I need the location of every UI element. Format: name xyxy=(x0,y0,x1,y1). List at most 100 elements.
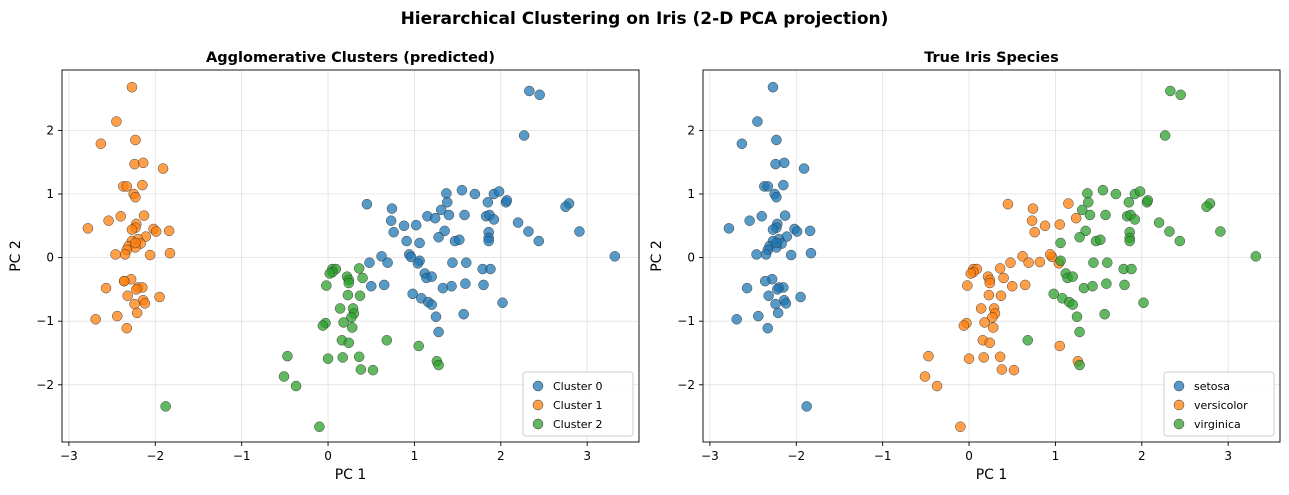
data-point xyxy=(751,249,762,260)
x-tick-label: 3 xyxy=(583,449,591,463)
legend-marker xyxy=(1173,380,1185,392)
data-point xyxy=(131,284,142,295)
data-point xyxy=(762,322,774,334)
data-point xyxy=(931,380,943,392)
x-axis-label: PC 1 xyxy=(976,467,1008,483)
data-point xyxy=(978,352,989,363)
data-point xyxy=(770,158,781,170)
data-point xyxy=(958,320,970,331)
data-point xyxy=(1055,255,1066,267)
data-point xyxy=(357,272,368,284)
data-point xyxy=(412,258,424,269)
data-point xyxy=(343,337,355,349)
data-point xyxy=(459,209,470,221)
data-point xyxy=(131,307,143,319)
data-point xyxy=(1039,220,1051,232)
data-point xyxy=(317,320,329,331)
data-point xyxy=(1084,209,1096,221)
data-point xyxy=(290,380,302,392)
data-point xyxy=(1026,215,1038,226)
data-point xyxy=(361,198,373,210)
data-point xyxy=(1054,340,1065,352)
data-point xyxy=(446,280,457,292)
data-point xyxy=(983,289,995,301)
data-point xyxy=(483,235,494,247)
y-tick-label: −1 xyxy=(677,314,695,328)
data-point xyxy=(163,225,175,237)
series-setosa xyxy=(723,81,817,412)
data-point xyxy=(767,81,779,93)
data-point xyxy=(433,359,444,371)
data-point xyxy=(1175,89,1186,101)
x-tick-label: 1 xyxy=(411,449,419,463)
data-point xyxy=(1153,217,1165,228)
data-point xyxy=(164,247,176,259)
data-point xyxy=(1067,299,1078,310)
data-point xyxy=(741,282,753,294)
data-point xyxy=(426,299,437,310)
data-point xyxy=(342,289,354,301)
data-point xyxy=(1070,212,1082,224)
x-tick-label: 3 xyxy=(1224,449,1232,463)
data-point xyxy=(346,322,358,333)
data-point xyxy=(1129,214,1141,225)
data-point xyxy=(512,217,524,228)
data-point xyxy=(1201,201,1212,212)
data-point xyxy=(1110,188,1122,200)
data-point xyxy=(426,271,437,282)
x-tick-label: −2 xyxy=(146,449,164,463)
y-tick-label: −2 xyxy=(36,378,54,392)
data-point xyxy=(460,257,472,268)
data-point xyxy=(129,158,140,170)
data-point xyxy=(414,237,425,249)
data-point xyxy=(365,280,377,292)
data-point xyxy=(121,181,133,192)
data-point xyxy=(355,364,367,375)
data-point xyxy=(157,163,169,174)
data-point xyxy=(1074,231,1085,243)
data-point xyxy=(122,290,133,301)
data-point xyxy=(314,421,325,432)
data-point xyxy=(407,288,418,300)
data-point xyxy=(111,116,122,127)
data-point xyxy=(1123,197,1135,208)
data-point xyxy=(139,298,151,309)
data-point xyxy=(1082,197,1094,208)
data-point xyxy=(410,219,422,231)
y-tick-label: 1 xyxy=(687,187,695,201)
data-point xyxy=(780,298,792,309)
panel-title: Agglomerative Clusters (predicted) xyxy=(206,50,495,66)
data-point xyxy=(1048,288,1059,300)
data-point xyxy=(1063,198,1074,209)
data-point xyxy=(364,257,375,268)
legend-marker xyxy=(532,418,544,430)
data-point xyxy=(785,249,797,261)
data-point xyxy=(1124,235,1135,247)
data-point xyxy=(752,116,763,127)
data-point xyxy=(488,214,500,225)
data-point xyxy=(129,298,140,310)
data-point xyxy=(130,134,141,146)
data-point xyxy=(772,284,783,295)
data-point xyxy=(1142,195,1154,206)
data-point xyxy=(138,210,150,221)
x-tick-label: −1 xyxy=(874,449,892,463)
plot-frame xyxy=(61,69,640,443)
data-point xyxy=(1165,85,1176,97)
data-point xyxy=(1101,278,1112,289)
data-point xyxy=(984,337,996,349)
data-point xyxy=(1119,279,1130,291)
data-point xyxy=(984,277,996,289)
data-point xyxy=(437,282,449,294)
data-point xyxy=(137,179,148,191)
data-point xyxy=(119,249,131,260)
data-point xyxy=(995,290,1007,301)
data-point xyxy=(126,81,138,93)
data-point xyxy=(1126,263,1137,275)
data-point xyxy=(1023,257,1034,268)
legend-box xyxy=(522,371,634,437)
data-point xyxy=(979,317,990,328)
data-point xyxy=(405,251,417,263)
data-point xyxy=(324,268,336,279)
data-point xyxy=(353,263,365,274)
